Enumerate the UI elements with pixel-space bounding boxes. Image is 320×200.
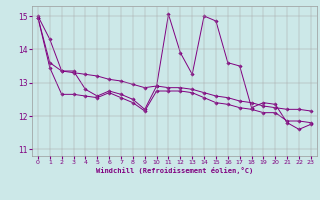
X-axis label: Windchill (Refroidissement éolien,°C): Windchill (Refroidissement éolien,°C) [96,167,253,174]
